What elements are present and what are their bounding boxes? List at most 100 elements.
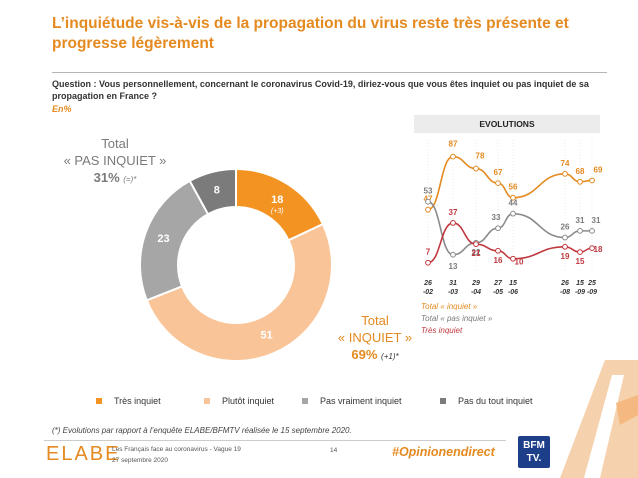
data-point [473, 165, 479, 172]
data-label: 31 [576, 216, 585, 225]
legend-label: Plutôt inquiet [222, 396, 275, 406]
hashtag: #Opinionendirect [392, 445, 495, 459]
x-tick-label: 15 -09 [575, 280, 585, 296]
slice-change-label: (+3) [271, 208, 284, 215]
legend-swatch [302, 398, 308, 404]
data-point [450, 220, 456, 226]
data-label: 74 [561, 159, 570, 168]
data-point [577, 178, 583, 185]
data-point [562, 234, 568, 241]
donut-slice [188, 167, 237, 216]
data-point [510, 210, 516, 217]
study-name: Les Français face au coronavirus - Vague… [112, 446, 241, 453]
data-label: 68 [576, 167, 585, 176]
total-pas-inquiet-value: 31% [93, 170, 120, 185]
data-label: 15 [576, 257, 585, 266]
data-label: 21 [472, 249, 481, 258]
pie-legend: Très inquiet Plutôt inquiet Pas vraiment… [0, 396, 638, 410]
data-point [562, 170, 568, 177]
legend-total-inquiet: Total « inquiet » [421, 302, 478, 311]
footnote: (*) Evolutions par rapport à l’enquête E… [52, 426, 352, 435]
page-title: L’inquiétude vis-à-vis de la propagation… [52, 15, 569, 52]
footer-divider [44, 440, 506, 441]
legend-label: Très inquiet [114, 396, 161, 406]
slice-value-label: 51 [260, 330, 272, 342]
data-point [473, 241, 479, 248]
brand-logo: ELABE [46, 443, 121, 465]
data-label: 33 [492, 213, 501, 222]
data-point [425, 259, 431, 266]
data-point [495, 247, 501, 254]
title-divider [52, 72, 607, 73]
total-pas-inquiet-change: (=)* [123, 175, 137, 184]
total-inquiet-value: 69% [351, 347, 378, 362]
x-tick-label: 26 -08 [560, 280, 570, 296]
data-label: 67 [494, 168, 503, 177]
data-label: 26 [561, 223, 570, 232]
total-inquiet-label-2: « INQUIET » [337, 330, 413, 345]
total-pas-inquiet: Total « PAS INQUIET » 31% (=)* [40, 135, 190, 188]
total-pas-inquiet-label-2: « PAS INQUIET » [63, 153, 167, 168]
bfmtv-logo-line2: TV. [526, 453, 542, 464]
data-label: 56 [509, 183, 518, 192]
evolutions-title: EVOLUTIONS [414, 115, 600, 133]
data-point [589, 177, 595, 184]
data-label: 10 [515, 258, 524, 267]
decorative-triangle-logo [560, 360, 638, 478]
data-label: 31 [592, 216, 601, 225]
data-label: 13 [449, 262, 458, 271]
data-label: 44 [509, 199, 518, 208]
legend-item-pas-vraiment-inquiet: Pas vraiment inquiet [302, 396, 402, 406]
data-point [589, 245, 595, 252]
x-tick-label: 15 -06 [508, 280, 518, 296]
data-label: 69 [594, 165, 603, 174]
bfmtv-logo: BFM TV. [518, 436, 550, 468]
legend-item-pas-du-tout-inquiet: Pas du tout inquiet [440, 396, 533, 406]
data-point [495, 225, 501, 232]
x-tick-label: 25 -09 [587, 280, 597, 296]
data-label: 78 [476, 152, 485, 161]
data-point [425, 206, 431, 213]
total-inquiet-change: (+1)* [381, 352, 399, 361]
legend-swatch [96, 398, 102, 404]
data-label: 18 [594, 245, 603, 254]
data-label: 87 [449, 140, 458, 149]
donut-slice [145, 222, 333, 362]
x-tick-label: 31 -03 [448, 280, 458, 296]
data-label: 53 [424, 187, 433, 196]
data-point [450, 251, 456, 258]
study-date: 27 septembre 2020 [112, 457, 169, 464]
data-label: 16 [494, 256, 503, 265]
legend-label: Pas du tout inquiet [458, 396, 533, 406]
data-point [577, 227, 583, 234]
unit-label: En% [52, 104, 72, 114]
bfmtv-logo-line1: BFM [523, 440, 545, 451]
data-point [562, 243, 568, 250]
x-tick-label: 27 -05 [493, 280, 503, 296]
slice-value-label: 23 [157, 233, 169, 245]
page-number: 14 [330, 447, 338, 454]
data-point [495, 180, 501, 187]
data-point [589, 227, 595, 234]
data-point [425, 198, 431, 205]
legend-swatch [440, 398, 446, 404]
data-point [510, 194, 516, 201]
data-label: 22 [472, 248, 481, 257]
legend-swatch [204, 398, 210, 404]
data-point [577, 249, 583, 256]
data-point [510, 255, 516, 262]
data-label: 37 [449, 208, 458, 217]
data-point [450, 153, 456, 160]
x-tick-label: 29 -04 [471, 280, 481, 296]
legend-item-plutot-inquiet: Plutôt inquiet [204, 396, 274, 406]
question-text: Question : Vous personnellement, concern… [52, 79, 589, 101]
legend-label: Pas vraiment inquiet [320, 396, 402, 406]
total-inquiet: Total « INQUIET » 69% (+1)* [300, 312, 450, 365]
legend-tres-inquiet: Très inquiet [421, 326, 463, 335]
slice-value-label: 8 [214, 184, 220, 196]
total-inquiet-label: Total [361, 313, 389, 328]
data-label: 7 [426, 248, 431, 257]
legend-item-tres-inquiet: Très inquiet [96, 396, 161, 406]
